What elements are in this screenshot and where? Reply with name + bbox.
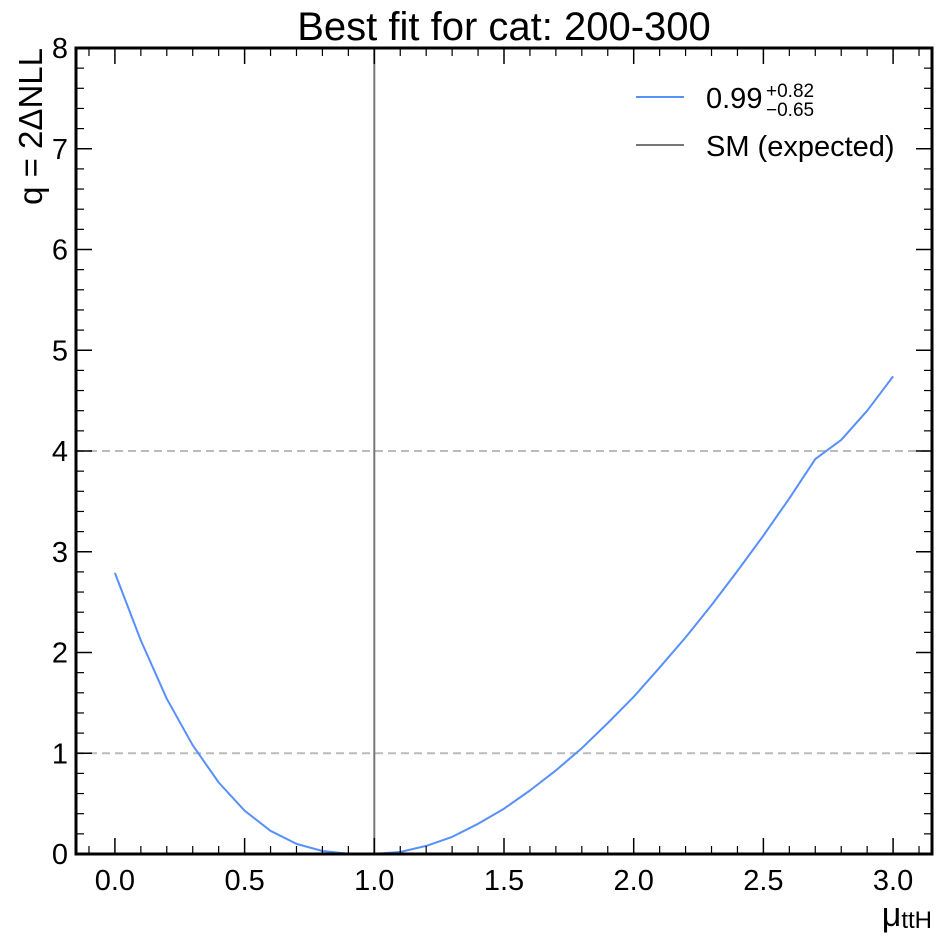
y-tick-label: 5: [52, 335, 68, 367]
y-tick-label: 8: [52, 33, 68, 65]
chart-title: Best fit for cat: 200-300: [297, 5, 711, 49]
series-fit-line: [113, 375, 894, 855]
reference-lines: [76, 48, 932, 854]
y-tick-label: 2: [52, 638, 68, 670]
y-tick-label: 4: [52, 436, 68, 468]
legend-fit-value: 0.99: [706, 83, 762, 115]
legend: 0.99 +0.82 −0.65 SM (expected): [636, 81, 895, 163]
x-tick-label: 1.5: [484, 865, 524, 897]
x-tick-label: 0.5: [224, 865, 264, 897]
y-tick-label: 1: [52, 738, 68, 770]
y-tick-label: 7: [52, 134, 68, 166]
y-tick-label: 6: [52, 235, 68, 267]
plot-frame: [74, 46, 934, 856]
x-tick-label: 2.0: [614, 865, 654, 897]
x-tick-label: 3.0: [873, 865, 913, 897]
x-tick-label: 2.5: [743, 865, 783, 897]
x-tick-label: 1.0: [354, 865, 394, 897]
ticks-layer: 0.0 0.5 1.0 1.5 2.0 2.5 3.0 0 1 2 3 4 5 6 7 8: [52, 33, 932, 897]
legend-fit-sub: −0.65: [766, 100, 814, 121]
series-layer: [113, 375, 894, 855]
x-axis-label: μttH: [882, 896, 932, 934]
x-axis-label-main: μ: [882, 896, 902, 934]
legend-sm-label: SM (expected): [706, 131, 895, 163]
x-axis-label-sub: ttH: [901, 907, 932, 934]
y-axis-label: q = 2ΔNLL: [12, 48, 49, 205]
x-tick-label: 0.0: [95, 865, 135, 897]
legend-fit-sup: +0.82: [766, 81, 814, 102]
y-tick-label: 0: [52, 839, 68, 871]
legend-fit-label: 0.99: [706, 83, 762, 115]
y-tick-label: 3: [52, 537, 68, 569]
